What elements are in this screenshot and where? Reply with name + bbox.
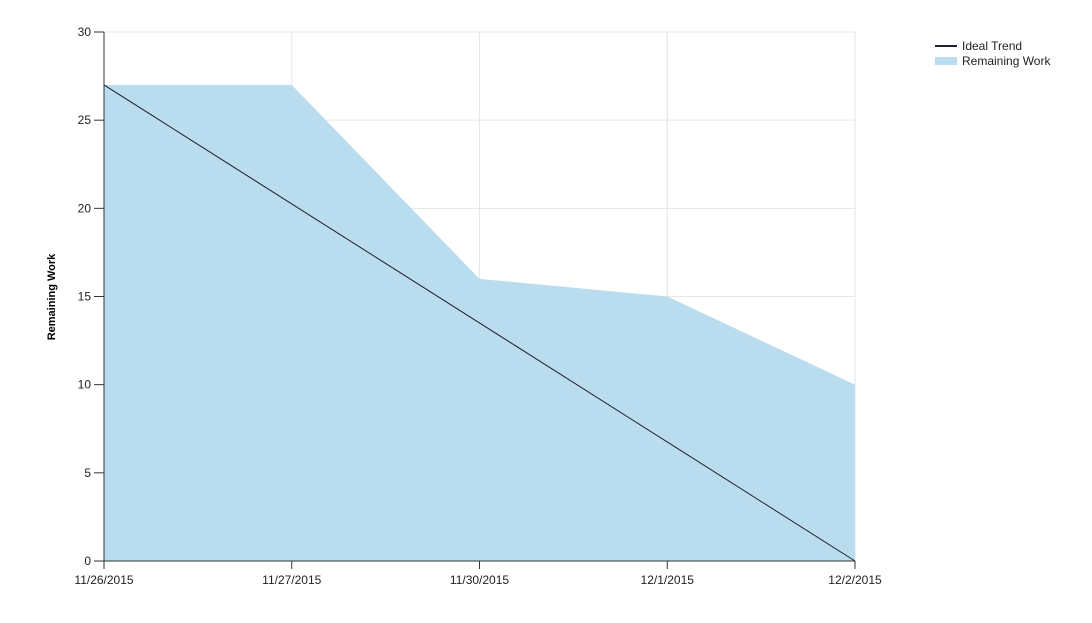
y-tick-label: 20 xyxy=(78,201,92,215)
legend-ideal-trend-label: Ideal Trend xyxy=(962,39,1022,53)
x-tick-label: 11/27/2015 xyxy=(262,573,321,587)
y-tick-label: 30 xyxy=(78,25,92,39)
legend: Ideal Trend Remaining Work xyxy=(935,39,1051,68)
y-tick-label: 0 xyxy=(84,554,91,568)
x-tick-label: 11/30/2015 xyxy=(450,573,509,587)
axes: 0 5 10 15 20 25 30 11/26/2015 11/27/2015 11/30/20… xyxy=(74,25,882,587)
y-tick-label: 5 xyxy=(84,466,91,480)
legend-remaining-work-swatch xyxy=(935,57,957,65)
ideal-trend-line xyxy=(103,84,856,562)
y-tick-label: 15 xyxy=(78,290,92,304)
ideal-trend-line-layer xyxy=(103,84,856,562)
y-axis-title: Remaining Work xyxy=(46,253,58,340)
x-tick-label: 12/1/2015 xyxy=(641,573,695,587)
x-tick-label: 11/26/2015 xyxy=(74,573,133,587)
y-tick-label: 10 xyxy=(78,378,92,392)
legend-remaining-work-label: Remaining Work xyxy=(962,54,1051,68)
x-tick-label: 12/2/2015 xyxy=(828,573,882,587)
y-tick-label: 25 xyxy=(78,113,92,127)
